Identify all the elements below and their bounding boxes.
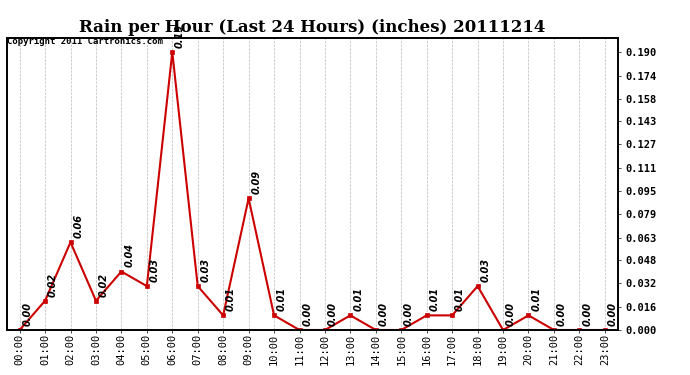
Text: 0.04: 0.04 [124, 243, 134, 267]
Text: 0.00: 0.00 [582, 302, 592, 326]
Text: 0.09: 0.09 [251, 170, 262, 194]
Text: 0.01: 0.01 [531, 287, 541, 311]
Text: 0.00: 0.00 [608, 302, 618, 326]
Text: 0.19: 0.19 [175, 24, 185, 48]
Text: 0.00: 0.00 [302, 302, 313, 326]
Text: 0.00: 0.00 [328, 302, 337, 326]
Text: 0.01: 0.01 [455, 287, 465, 311]
Text: 0.00: 0.00 [506, 302, 516, 326]
Text: 0.00: 0.00 [404, 302, 414, 326]
Text: 0.02: 0.02 [99, 273, 109, 297]
Text: 0.03: 0.03 [201, 258, 210, 282]
Text: 0.01: 0.01 [429, 287, 440, 311]
Text: 0.00: 0.00 [22, 302, 32, 326]
Text: 0.03: 0.03 [480, 258, 491, 282]
Text: Copyright 2011 Cartronics.com: Copyright 2011 Cartronics.com [7, 38, 163, 46]
Text: 0.00: 0.00 [379, 302, 388, 326]
Text: 0.01: 0.01 [277, 287, 287, 311]
Title: Rain per Hour (Last 24 Hours) (inches) 20111214: Rain per Hour (Last 24 Hours) (inches) 2… [79, 19, 545, 36]
Text: 0.01: 0.01 [353, 287, 363, 311]
Text: 0.02: 0.02 [48, 273, 58, 297]
Text: 0.03: 0.03 [150, 258, 159, 282]
Text: 0.00: 0.00 [557, 302, 566, 326]
Text: 0.06: 0.06 [73, 214, 83, 238]
Text: 0.01: 0.01 [226, 287, 236, 311]
